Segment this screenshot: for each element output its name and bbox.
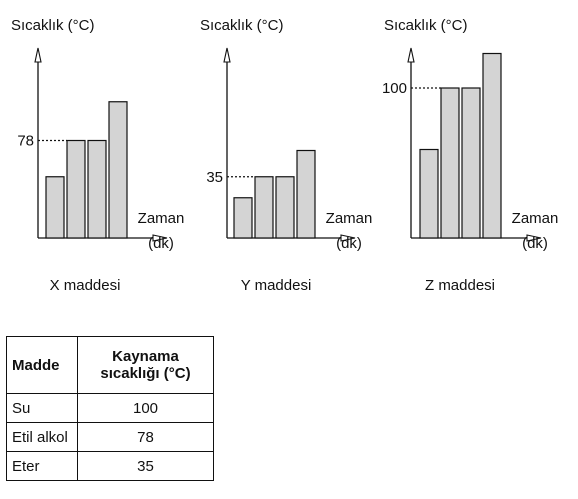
boiling-point-table: Madde Kaynama sıcaklığı (°C) Su 100 Etil… [6,336,214,481]
chart-caption: Z maddesi [425,277,495,294]
y-axis-arrow-icon [407,47,415,63]
y-axis-label: Sıcaklık (°C) [200,17,284,34]
y-axis-arrow-icon [223,47,231,63]
bar [419,148,439,239]
x-axis-label: Zaman [326,210,373,227]
table-row: Su 100 [6,393,214,423]
cell-substance: Su [6,393,78,423]
table-header-row: Madde Kaynama sıcaklığı (°C) [6,336,214,394]
bar [275,176,295,239]
cell-boiling-point: 78 [77,422,214,452]
y-axis-label: Sıcaklık (°C) [11,17,95,34]
cell-substance: Eter [6,451,78,481]
x-axis-label: Zaman [512,210,559,227]
bar [233,197,253,239]
bar [482,52,502,239]
header-madde: Madde [6,336,78,394]
x-axis-label: Zaman [138,210,185,227]
bar [108,101,128,239]
x-axis-arrow-icon [340,234,356,242]
bar [45,176,65,239]
y-axis-arrow-icon [34,47,42,63]
x-axis-arrow-icon [526,234,542,242]
x-axis-unit-label: (dk) [148,235,174,252]
chart-x-maddesi: Sıcaklık (°C) Zaman (dk) 78 X maddesi [11,17,184,294]
x-axis-unit-label: (dk) [522,235,548,252]
bar [461,87,481,239]
x-axis-arrow-icon [152,234,168,242]
y-tick-label: 35 [206,169,223,186]
chart-y-maddesi: Sıcaklık (°C) Zaman (dk) 35 Y maddesi [200,17,372,294]
cell-boiling-point: 35 [77,451,214,481]
bar [66,139,86,239]
chart-caption: Y maddesi [241,277,312,294]
y-tick-label: 100 [382,80,407,97]
cell-substance: Etil alkol [6,422,78,452]
bar [254,176,274,239]
x-axis-unit-label: (dk) [336,235,362,252]
cell-boiling-point: 100 [77,393,214,423]
chart-z-maddesi: Sıcaklık (°C) Zaman (dk) 100 Z maddesi [382,17,558,294]
bar [87,139,107,239]
chart-caption: X maddesi [50,277,121,294]
bar [296,149,316,239]
table-row: Eter 35 [6,451,214,481]
header-kaynama-sicakligi: Kaynama sıcaklığı (°C) [77,336,214,394]
bar [440,87,460,239]
y-axis-label: Sıcaklık (°C) [384,17,468,34]
table-row: Etil alkol 78 [6,422,214,452]
y-tick-label: 78 [17,133,34,150]
